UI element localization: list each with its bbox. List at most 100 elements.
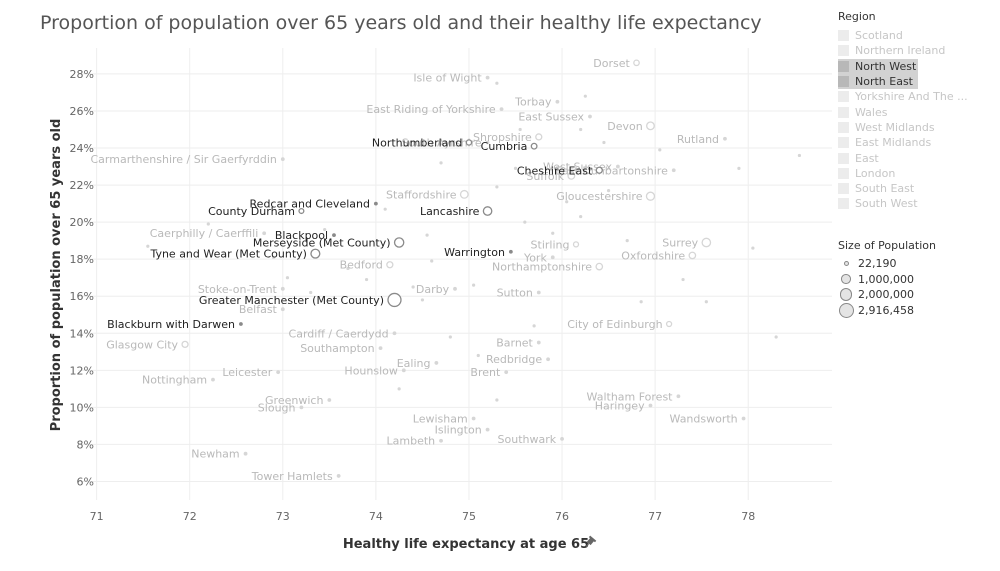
legend-item-region[interactable]: East [838,150,998,165]
data-point[interactable] [588,114,592,119]
legend-item-region[interactable]: Scotland [838,28,998,43]
data-point[interactable] [448,335,452,339]
data-point[interactable] [774,335,778,339]
data-point[interactable] [495,398,499,402]
data-point[interactable] [532,324,536,328]
data-point[interactable] [530,142,538,150]
data-point[interactable] [579,127,583,132]
data-point[interactable] [551,231,555,235]
data-point[interactable] [280,286,285,291]
data-point[interactable] [299,405,304,410]
data-point[interactable] [751,246,755,250]
data-point[interactable] [485,75,490,80]
data-point[interactable] [741,416,746,421]
data-point[interactable] [439,438,443,443]
data-point[interactable] [364,277,369,282]
data-point[interactable] [262,231,267,236]
data-point[interactable] [646,121,655,131]
data-point[interactable] [671,168,676,173]
data-point[interactable] [386,261,394,269]
data-point[interactable] [239,322,243,326]
data-point[interactable] [280,157,285,162]
data-point[interactable] [723,136,727,141]
legend-item-region[interactable]: South West [838,196,998,211]
data-point[interactable] [508,249,513,254]
legend-item-region[interactable]: West Midlands [838,120,998,135]
data-point[interactable] [243,451,248,456]
data-point[interactable] [737,166,741,171]
data-point[interactable] [472,283,476,287]
data-point[interactable] [276,370,281,375]
data-point[interactable] [560,436,564,441]
data-point[interactable] [271,255,276,259]
legend-item-region[interactable]: Northern Ireland [838,43,998,58]
data-point[interactable] [658,148,662,152]
data-point[interactable] [280,307,285,312]
data-point[interactable] [471,416,476,421]
data-point[interactable] [504,370,509,375]
legend-item-region[interactable]: South East [838,181,998,196]
data-point[interactable] [485,140,490,145]
data-point[interactable] [645,191,656,201]
data-point[interactable] [704,300,708,304]
data-point[interactable] [397,387,401,391]
data-point[interactable] [211,377,215,382]
data-point[interactable] [392,331,397,336]
data-point[interactable] [565,200,569,204]
data-point[interactable] [602,140,606,145]
data-point[interactable] [676,394,681,399]
data-point[interactable] [420,298,425,302]
data-point[interactable] [633,59,640,67]
data-point[interactable] [639,300,643,304]
data-point[interactable] [555,99,560,104]
data-point[interactable] [482,206,493,216]
data-point[interactable] [536,340,541,345]
data-point[interactable] [485,427,490,432]
data-point[interactable] [146,244,150,248]
data-point[interactable] [285,276,290,280]
data-point[interactable] [181,340,189,349]
data-point[interactable] [373,201,378,206]
data-point[interactable] [459,189,469,199]
data-point[interactable] [309,290,313,295]
data-point[interactable] [439,161,443,165]
data-point[interactable] [550,255,555,260]
data-point[interactable] [465,139,473,146]
legend-item-region[interactable]: Yorkshire And The ... [838,89,998,104]
data-point[interactable] [606,189,611,193]
data-point[interactable] [688,251,697,260]
data-point[interactable] [572,241,580,248]
data-point[interactable] [701,237,712,248]
data-point[interactable] [476,353,480,358]
data-point[interactable] [411,285,415,289]
data-point[interactable] [401,368,406,373]
data-point[interactable] [430,259,434,263]
data-point[interactable] [625,239,629,243]
data-point[interactable] [535,133,543,141]
data-point[interactable] [346,266,350,271]
legend-item-region[interactable]: London [838,166,998,181]
pin-icon[interactable] [583,535,597,550]
data-point[interactable] [434,361,439,365]
data-point[interactable] [323,227,327,232]
data-point[interactable] [336,474,341,478]
data-point[interactable] [681,277,685,282]
legend-item-region[interactable]: North East [838,73,918,90]
data-point[interactable] [595,166,603,174]
data-point[interactable] [648,403,653,408]
data-point[interactable] [378,346,383,350]
data-point[interactable] [536,290,541,295]
legend-item-region[interactable]: Wales [838,104,998,119]
data-point[interactable] [495,185,499,189]
data-point[interactable] [425,233,429,237]
data-point[interactable] [310,248,321,259]
data-point[interactable] [387,292,402,308]
legend-item-region[interactable]: East Midlands [838,135,998,150]
data-point[interactable] [499,107,504,112]
data-point[interactable] [665,320,673,328]
data-point[interactable] [518,127,522,132]
data-point[interactable] [583,94,587,98]
data-point[interactable] [206,222,210,226]
data-point[interactable] [513,166,518,171]
